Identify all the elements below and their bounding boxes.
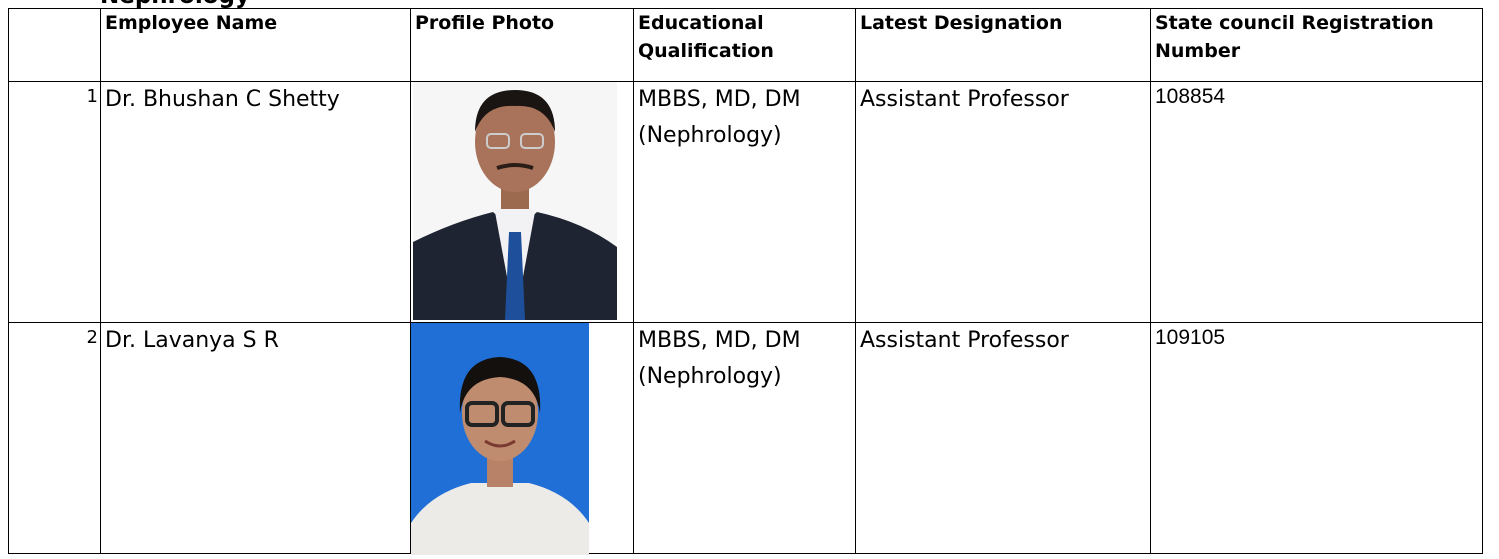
header-cell bbox=[8, 8, 101, 82]
table-row: 2 Dr. Lavanya S R MBBS, MD, DM (Nephrolo… bbox=[8, 322, 1483, 555]
table-row: 1 Dr. Bhushan C Shetty MBBS, MD, DM (Nep… bbox=[8, 81, 1483, 323]
header-cell: Profile Photo bbox=[410, 8, 634, 82]
photo-cell bbox=[410, 81, 634, 323]
name-cell: Dr. Bhushan C Shetty bbox=[100, 81, 411, 323]
row-index: 2 bbox=[8, 322, 101, 554]
header-cell: Employee Name bbox=[100, 8, 411, 82]
photo-cell bbox=[410, 322, 634, 555]
qualification-cell: MBBS, MD, DM (Nephrology) bbox=[633, 81, 856, 323]
section-heading: Nephrology bbox=[100, 0, 250, 8]
designation-cell: Assistant Professor bbox=[855, 81, 1151, 323]
designation-cell: Assistant Professor bbox=[855, 322, 1151, 554]
registration-cell: 108854 bbox=[1150, 81, 1483, 323]
row-index: 1 bbox=[8, 81, 101, 323]
profile-photo bbox=[413, 82, 617, 320]
header-cell: State council Registration Number bbox=[1150, 8, 1483, 82]
header-cell: Educational Qualification bbox=[633, 8, 856, 82]
qualification-cell: MBBS, MD, DM (Nephrology) bbox=[633, 322, 856, 554]
header-row: Employee Name Profile Photo Educational … bbox=[8, 8, 1483, 82]
name-cell: Dr. Lavanya S R bbox=[100, 322, 411, 554]
employee-table: Employee Name Profile Photo Educational … bbox=[8, 8, 1483, 555]
registration-cell: 109105 bbox=[1150, 322, 1483, 554]
profile-photo bbox=[411, 323, 589, 555]
header-cell: Latest Designation bbox=[855, 8, 1151, 82]
